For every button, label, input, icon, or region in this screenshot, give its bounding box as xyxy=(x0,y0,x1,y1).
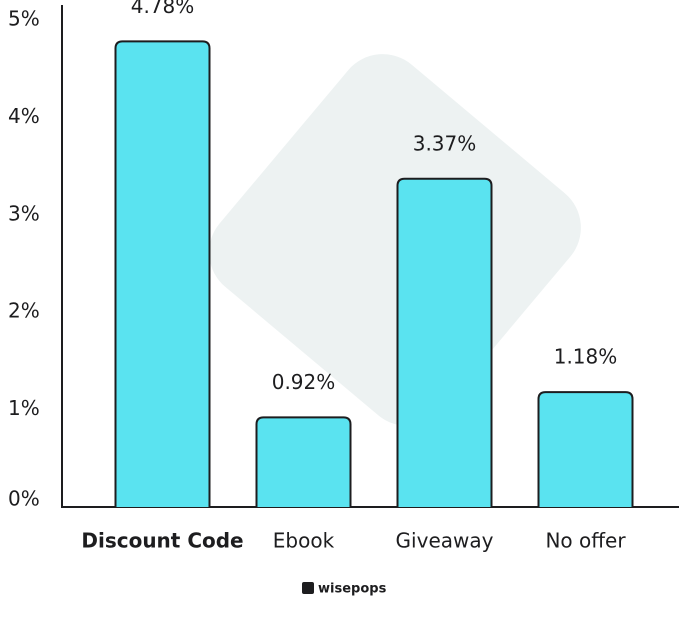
bar xyxy=(396,177,493,507)
y-tick-label: 1% xyxy=(8,396,40,420)
value-label: 0.92% xyxy=(272,370,336,394)
y-tick-label: 3% xyxy=(8,201,40,225)
y-tick-label: 5% xyxy=(8,7,40,31)
y-tick-label: 2% xyxy=(8,299,40,323)
bar xyxy=(114,40,211,507)
value-label: 4.78% xyxy=(131,0,195,18)
x-tick-label: Giveaway xyxy=(396,529,494,553)
x-tick-label: Ebook xyxy=(273,529,335,553)
value-label: 3.37% xyxy=(413,131,477,155)
bar xyxy=(537,391,634,507)
bar xyxy=(255,416,352,507)
x-tick-label: No offer xyxy=(545,529,626,553)
logo-icon xyxy=(302,582,314,594)
background-shape xyxy=(209,54,581,426)
logo: wisepops xyxy=(302,582,387,597)
value-label: 1.18% xyxy=(554,345,618,369)
logo-text: wisepops xyxy=(318,582,387,597)
y-tick-label: 4% xyxy=(8,104,40,128)
y-tick-label: 0% xyxy=(8,487,40,511)
x-tick-label: Discount Code xyxy=(81,529,243,553)
